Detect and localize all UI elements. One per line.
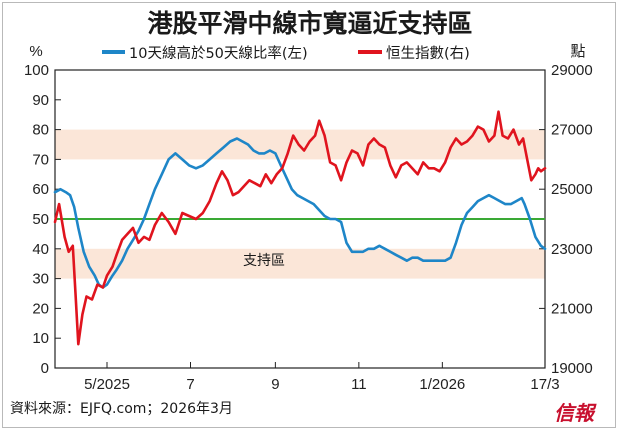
right-tick-label: 29000 <box>551 62 593 79</box>
left-tick-label: 40 <box>32 241 49 258</box>
left-tick-label: 20 <box>32 300 49 317</box>
publisher-logo: 信報 <box>554 401 597 425</box>
left-tick-label: 60 <box>32 181 49 198</box>
x-tick-label: 9 <box>271 376 279 393</box>
chart-title: 港股平滑中線市寬逼近支持區 <box>147 9 472 38</box>
shaded-band-1 <box>55 248 545 279</box>
right-tick-label: 23000 <box>551 241 593 258</box>
legend-label-breadth: 10天線高於50天線比率(左) <box>129 45 308 62</box>
right-tick-label: 19000 <box>551 360 593 377</box>
left-tick-label: 90 <box>32 92 49 109</box>
legend-label-hsi: 恒生指數(右) <box>386 45 470 62</box>
left-tick-label: 70 <box>32 151 49 168</box>
hang-seng-index-line <box>53 110 547 346</box>
left-tick-label: 80 <box>32 122 49 139</box>
source-note: 資料來源：EJFQ.com；2026年3月 <box>10 401 233 417</box>
plot-area: 0 10 20 30 40 50 60 70 80 90 100 19000 21000 23000 250… <box>24 62 593 393</box>
x-tick-label: 17/3 <box>530 376 559 393</box>
left-tick-label: 0 <box>41 360 49 377</box>
chart-frame <box>2 2 616 428</box>
x-tick-label: 5/2025 <box>84 376 130 393</box>
x-tick-label: 1/2026 <box>419 376 465 393</box>
right-axis-unit: 點 <box>570 43 585 60</box>
left-tick-label: 50 <box>32 211 49 228</box>
x-tick-label: 7 <box>186 376 194 393</box>
left-tick-label: 100 <box>24 62 49 79</box>
support-zone-label: 支持區 <box>243 253 285 269</box>
left-tick-label: 10 <box>32 330 49 347</box>
left-tick-label: 30 <box>32 271 49 288</box>
x-tick-label: 11 <box>351 376 367 393</box>
breadth-ratio-line <box>53 137 547 289</box>
left-axis-unit: % <box>29 43 42 60</box>
right-tick-label: 25000 <box>551 181 593 198</box>
right-tick-label: 21000 <box>551 300 593 317</box>
right-tick-label: 27000 <box>551 122 593 139</box>
